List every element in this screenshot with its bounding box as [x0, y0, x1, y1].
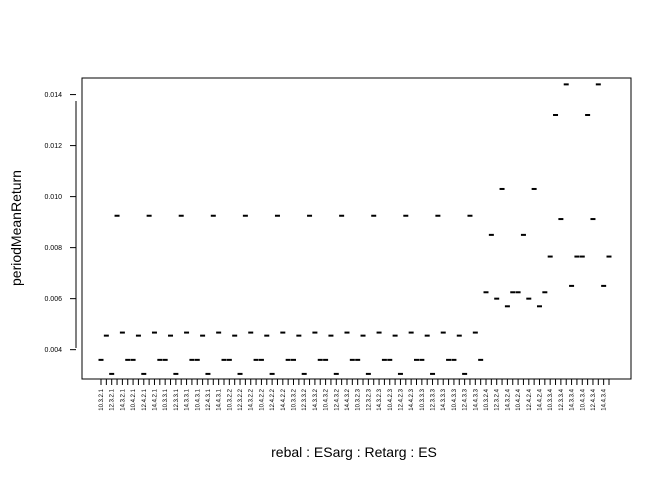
x-tick-label: 10.3.2.3: [356, 388, 362, 410]
plot-box: [81, 77, 632, 380]
y-tick-label: 0.008: [44, 245, 62, 252]
x-tick-label: 10.4.2.2: [259, 388, 265, 410]
x-tick-label: 12.3.3.1: [174, 388, 180, 410]
x-tick-label: 10.4.2.3: [388, 388, 394, 410]
x-tick-label: 14.4.3.1: [217, 388, 223, 410]
x-axis-title: rebal : ESarg : Retarg : ES: [271, 444, 437, 460]
x-tick-label: 14.4.2.3: [409, 388, 415, 410]
x-tick-label: 12.4.2.1: [142, 388, 148, 410]
x-tick-label: 14.3.2.3: [377, 388, 383, 410]
x-tick-label: 12.3.3.4: [559, 388, 565, 410]
x-tick-label: 10.4.3.4: [580, 388, 586, 410]
x-tick-label: 12.4.2.2: [270, 388, 276, 410]
x-tick-label: 12.4.2.3: [398, 388, 404, 410]
x-tick-label: 12.3.2.1: [110, 388, 116, 410]
x-tick-label: 14.3.2.1: [120, 388, 126, 410]
x-tick-label: 14.4.3.2: [345, 388, 351, 410]
x-tick-label: 14.3.3.3: [441, 388, 447, 410]
x-tick-label: 14.3.3.1: [185, 388, 191, 410]
x-tick-label: 14.4.3.4: [602, 388, 608, 410]
x-tick-label: 10.3.2.1: [99, 388, 105, 410]
y-tick-label: 0.006: [44, 296, 62, 303]
x-tick-label: 14.4.2.2: [281, 388, 287, 410]
x-tick-label: 12.3.3.3: [431, 388, 437, 410]
x-tick-label: 12.4.3.4: [591, 388, 597, 410]
x-tick-label: 12.3.2.4: [495, 388, 501, 410]
y-tick-label: 0.004: [44, 347, 62, 354]
x-tick-label: 10.3.2.4: [484, 388, 490, 410]
x-tick-label: 10.3.3.4: [548, 388, 554, 410]
x-tick-label: 14.4.2.1: [152, 388, 158, 410]
y-tick-label: 0.012: [44, 143, 62, 150]
x-tick-label: 12.3.3.2: [302, 388, 308, 410]
y-axis-ticks: 0.004 0.006 0.008 0.010 0.012 0.014: [44, 92, 76, 354]
x-tick-label: 10.4.3.1: [195, 388, 201, 410]
x-tick-label: 12.3.2.2: [238, 388, 244, 410]
x-tick-label: 14.3.3.2: [313, 388, 319, 410]
x-tick-label: 10.4.3.2: [324, 388, 330, 410]
x-tick-label: 12.4.3.2: [334, 388, 340, 410]
x-axis-ticks: 10.3.2.1 12.3.2.1 14.3.2.1 10.4.2.1 12.4.2.1…: [99, 379, 610, 411]
x-tick-label: 12.3.2.3: [366, 388, 372, 410]
x-tick-label: 10.3.3.1: [163, 388, 169, 410]
x-tick-label: 14.4.2.4: [537, 388, 543, 410]
x-tick-label: 12.4.2.4: [527, 388, 533, 410]
x-tick-label: 10.3.2.2: [227, 388, 233, 410]
x-tick-label: 10.3.3.3: [420, 388, 426, 410]
x-tick-label: 14.3.3.4: [570, 388, 576, 410]
x-tick-label: 12.4.3.1: [206, 388, 212, 410]
x-tick-label: 10.4.3.3: [452, 388, 458, 410]
y-axis-title: periodMeanReturn: [8, 170, 24, 286]
data-points: [98, 83, 612, 375]
y-tick-label: 0.010: [44, 194, 62, 201]
x-tick-label: 10.4.2.4: [516, 388, 522, 410]
x-tick-label: 14.3.2.2: [249, 388, 255, 410]
x-tick-label: 14.3.2.4: [505, 388, 511, 410]
x-tick-label: 12.4.3.3: [463, 388, 469, 410]
y-tick-label: 0.014: [44, 92, 62, 99]
x-tick-label: 10.4.2.1: [131, 388, 137, 410]
x-tick-label: 10.3.3.2: [292, 388, 298, 410]
x-tick-label: 14.4.3.3: [473, 388, 479, 410]
